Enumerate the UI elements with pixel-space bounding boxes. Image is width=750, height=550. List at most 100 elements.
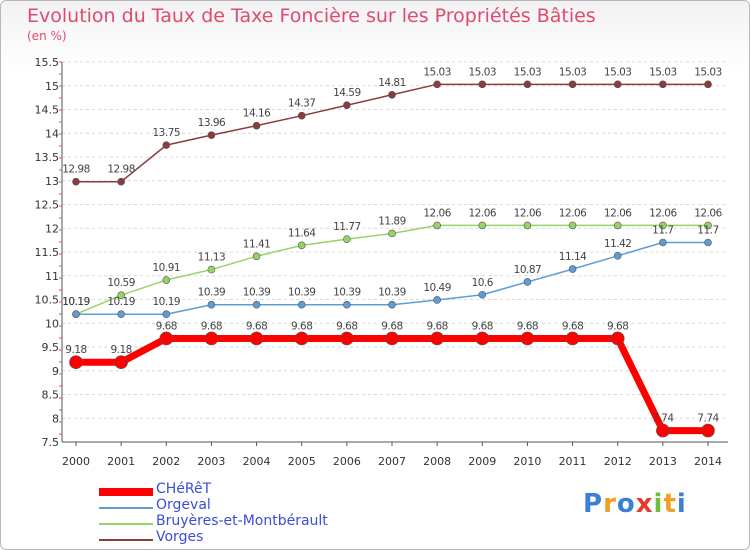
data-point [343,300,351,309]
data-label: 9.68 [517,320,538,332]
data-point [297,111,306,120]
logo-letter: i [653,489,664,519]
y-tick-label: 9 [52,365,59,378]
y-tick-label: 10 [45,317,59,330]
x-tick-label: 2006 [333,455,361,468]
data-point [656,423,670,438]
data-point [433,221,441,230]
logo-letter: x [635,489,654,519]
data-point [388,90,396,99]
data-label: 15.03 [604,66,632,78]
y-tick-label: 10.5 [35,294,60,307]
data-point [520,331,535,346]
data-point [162,141,171,149]
data-label: 11.77 [333,221,361,233]
data-point [117,291,125,300]
data-point [114,355,128,370]
data-label: 11.14 [559,251,587,263]
data-label: 12.06 [514,207,542,219]
data-point [340,331,354,346]
data-point [478,290,487,299]
data-point [704,221,712,230]
data-point [659,80,667,89]
data-label: 10.59 [107,277,135,289]
y-tick-label: 13 [45,175,59,188]
data-point [297,300,306,309]
data-label: 15.03 [559,66,587,78]
data-point [207,265,216,274]
data-point [523,80,532,89]
data-point [72,310,80,319]
legend-label: Orgeval [156,497,211,513]
data-point [659,238,667,247]
data-label: 13.96 [198,117,226,129]
data-label: 9.68 [291,320,312,332]
data-point [433,80,441,89]
data-point [249,331,264,346]
data-label: 14.81 [378,77,406,89]
data-label: 11.41 [243,238,271,250]
data-point [385,331,399,346]
series-bruy-res-et-montb-rault: 10.19 10.59 10.91 11.13 11.41 11.64 11.77 11.89… [62,207,723,319]
data-point [388,300,396,309]
data-label: 9.18 [110,344,131,356]
data-point [252,252,261,261]
data-label: 12.06 [604,207,632,219]
logo-letter: i [676,489,687,519]
legend-label: CHéRêT [156,481,212,497]
data-point [659,221,667,230]
data-label: 9.68 [472,320,493,332]
y-tick-label: 11.5 [35,246,60,259]
data-point [523,278,532,286]
logo-letter: o [616,489,636,519]
x-tick-label: 2014 [694,455,722,468]
y-tick-label: 15 [45,80,59,93]
y-tick-label: 14.5 [35,104,60,117]
logo-letter: P [583,489,604,519]
y-tick-label: 8.5 [42,389,60,402]
data-label: 14.59 [333,87,361,99]
data-point [388,229,396,238]
data-label: 12.06 [649,207,677,219]
data-label: 10.19 [62,296,90,308]
data-label: 14.37 [288,98,316,110]
data-point [704,80,712,89]
data-point [117,310,125,319]
data-point [162,310,171,319]
y-tick-label: 13.5 [35,151,60,164]
data-point [704,238,712,247]
data-point [252,121,261,130]
data-label: 10.19 [62,296,90,308]
x-tick-label: 2001 [107,455,135,468]
x-tick-label: 2009 [468,455,496,468]
data-label: 11.13 [198,252,226,264]
data-label: 10.39 [288,287,316,299]
data-label: 15.03 [469,66,497,78]
y-tick-label: 8 [52,412,59,425]
logo-letter: r [603,489,617,519]
data-point [159,331,174,346]
legend-label: Bruyères-et-Montbérault [156,513,328,529]
legend-label: Vorges [156,529,204,545]
chart-title: Evolution du Taux de Taxe Foncière sur l… [27,5,596,27]
data-label: 12.06 [694,207,722,219]
data-label: 7.74 [652,413,674,425]
data-point [252,300,261,309]
data-point [294,331,309,346]
data-label: 10.39 [198,287,226,299]
data-label: 14.16 [243,108,271,120]
data-point [568,80,577,89]
data-label: 10.19 [153,296,181,308]
data-point [701,423,715,438]
data-label: 9.68 [426,320,447,332]
y-tick-label: 12.5 [35,199,60,212]
x-tick-label: 2012 [604,455,632,468]
data-label: 11.89 [378,215,406,227]
series-orgeval: 10.19 10.19 10.19 10.39 10.39 10.39 10.39 10.39… [62,225,719,319]
data-label: 9.68 [156,320,177,332]
data-point [433,296,441,304]
data-label: 10.19 [107,296,135,308]
data-point [343,235,351,243]
x-tick-label: 2010 [513,455,541,468]
